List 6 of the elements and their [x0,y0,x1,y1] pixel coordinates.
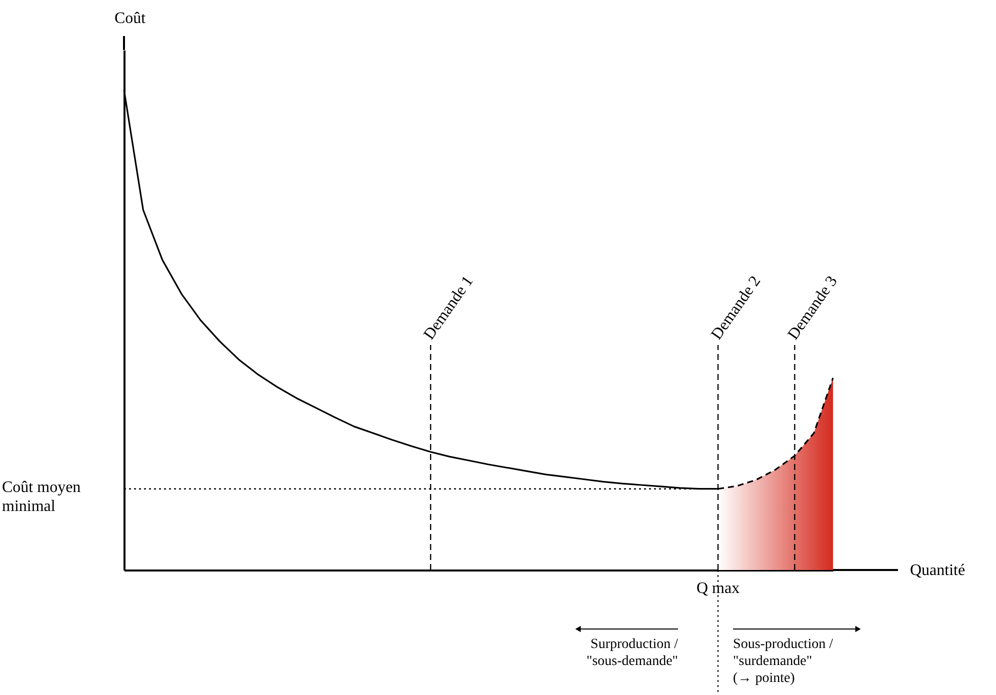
ref-line-label: Coût moyen minimal [2,478,81,515]
text: Q max [696,580,740,597]
x-axis-title: Quantité [910,562,966,579]
text: Surproduction / "sous-demande" [586,637,678,669]
y-axis-title: Coût [114,10,146,27]
text: Sous-production / "surdemande" (→ pointe) [733,637,834,686]
